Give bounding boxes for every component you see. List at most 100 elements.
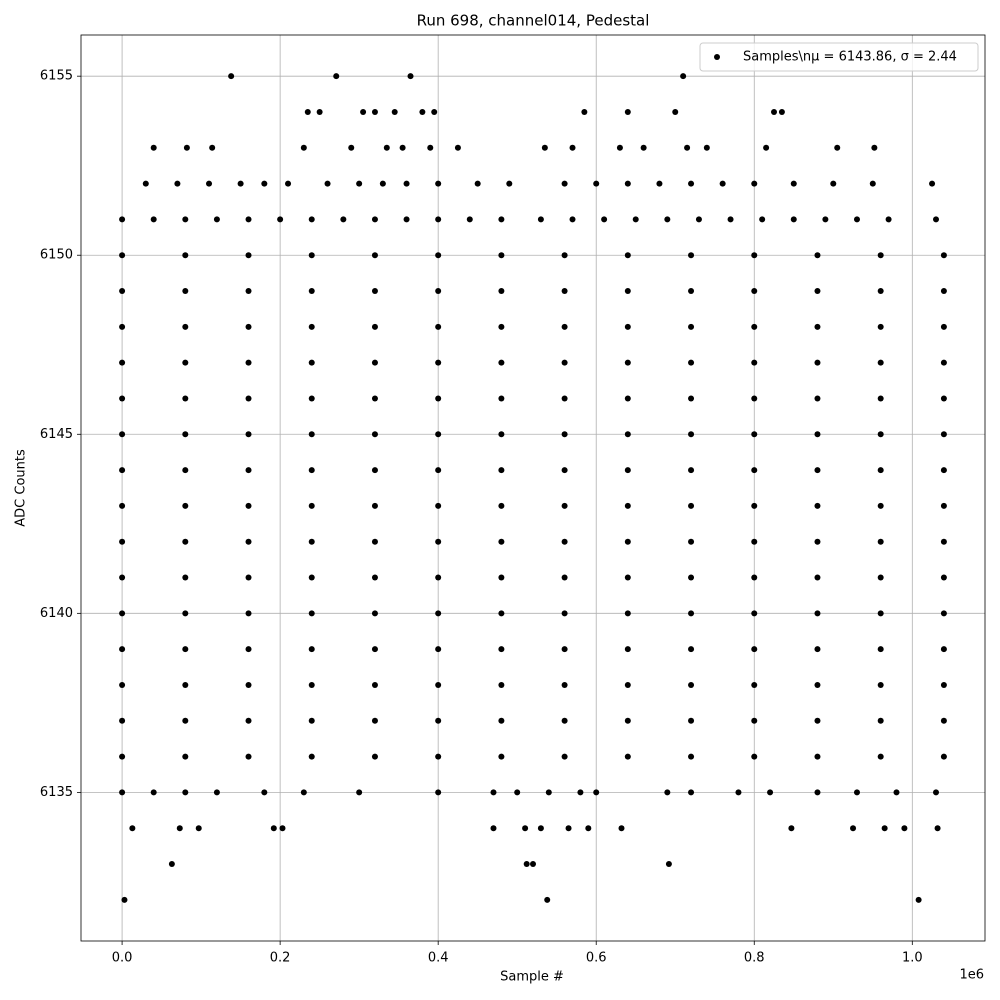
point	[751, 502, 758, 509]
point	[877, 646, 884, 653]
point	[121, 896, 128, 903]
point	[624, 108, 631, 115]
point	[371, 395, 378, 402]
point	[940, 395, 947, 402]
point	[308, 431, 315, 438]
point	[853, 216, 860, 223]
point	[150, 789, 157, 796]
point	[371, 574, 378, 581]
point	[624, 395, 631, 402]
point	[182, 216, 189, 223]
point	[209, 144, 216, 151]
point	[182, 467, 189, 474]
point	[565, 825, 572, 832]
x-tick-label: 0.2	[270, 951, 291, 966]
point	[522, 825, 529, 832]
point	[940, 681, 947, 688]
point	[498, 252, 505, 259]
point	[624, 359, 631, 366]
point	[624, 180, 631, 187]
point	[498, 753, 505, 760]
point	[814, 502, 821, 509]
point	[431, 108, 438, 115]
point	[877, 431, 884, 438]
point	[498, 359, 505, 366]
point	[119, 288, 126, 295]
point	[688, 502, 695, 509]
point	[245, 359, 252, 366]
point	[308, 502, 315, 509]
point	[727, 216, 734, 223]
point	[371, 431, 378, 438]
point	[877, 359, 884, 366]
point	[182, 538, 189, 545]
point	[624, 753, 631, 760]
point	[304, 108, 311, 115]
point	[581, 108, 588, 115]
point	[561, 753, 568, 760]
point	[119, 323, 126, 330]
point	[915, 896, 922, 903]
point	[308, 681, 315, 688]
point	[245, 646, 252, 653]
point	[245, 574, 252, 581]
point	[435, 180, 442, 187]
point	[206, 180, 213, 187]
point	[245, 610, 252, 617]
point	[877, 395, 884, 402]
point	[877, 252, 884, 259]
point	[182, 717, 189, 724]
point	[391, 108, 398, 115]
point	[624, 681, 631, 688]
point	[371, 467, 378, 474]
point	[688, 180, 695, 187]
point	[544, 896, 551, 903]
point	[751, 359, 758, 366]
point	[751, 395, 758, 402]
point	[119, 431, 126, 438]
point	[688, 323, 695, 330]
point	[814, 753, 821, 760]
point	[577, 789, 584, 796]
point	[150, 216, 157, 223]
point	[830, 180, 837, 187]
point	[814, 359, 821, 366]
point	[182, 646, 189, 653]
point	[814, 431, 821, 438]
point	[814, 681, 821, 688]
x-tick-label: 0.8	[744, 951, 765, 966]
point	[933, 216, 940, 223]
point	[403, 180, 410, 187]
point	[561, 502, 568, 509]
point	[182, 395, 189, 402]
point	[245, 288, 252, 295]
point	[530, 861, 536, 868]
point	[814, 467, 821, 474]
point	[176, 825, 183, 832]
point	[245, 216, 252, 223]
point	[261, 180, 268, 187]
point	[569, 216, 576, 223]
point	[893, 789, 900, 796]
point	[814, 789, 821, 796]
point	[719, 180, 726, 187]
point	[277, 216, 284, 223]
point	[419, 108, 426, 115]
point	[561, 610, 568, 617]
point	[498, 431, 505, 438]
point	[308, 216, 315, 223]
point	[371, 288, 378, 295]
point	[371, 646, 378, 653]
point	[356, 180, 363, 187]
point	[371, 359, 378, 366]
point	[182, 574, 189, 581]
point	[119, 610, 126, 617]
point	[371, 323, 378, 330]
y-tick-label: 6140	[40, 606, 73, 621]
point	[435, 252, 442, 259]
point	[182, 753, 189, 760]
point	[348, 144, 355, 151]
point	[213, 216, 220, 223]
point	[498, 538, 505, 545]
point	[593, 789, 600, 796]
